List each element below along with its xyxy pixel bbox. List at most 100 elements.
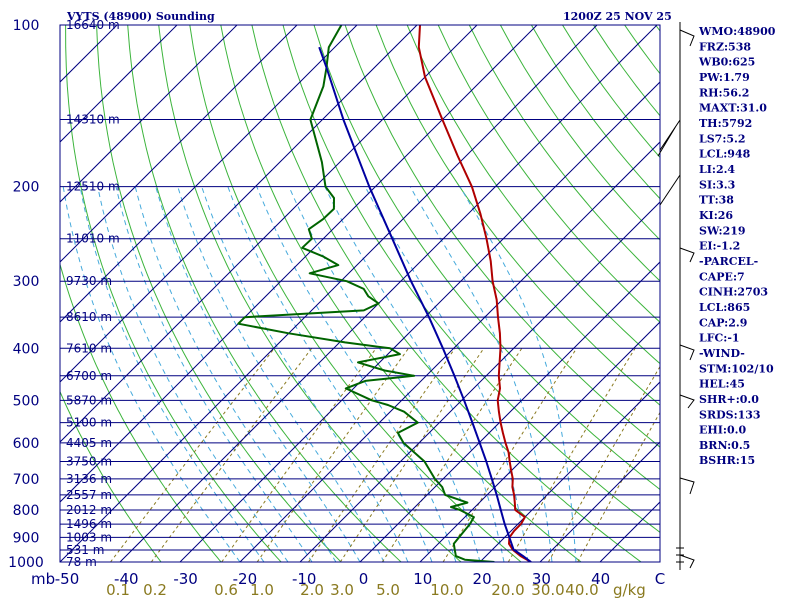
mixing-ratio-tick-label: 3.0 [330, 581, 354, 599]
temperature-tick-label: -10 [292, 570, 317, 588]
sounding-index: TT:38 [699, 194, 734, 207]
dry-adiabat [127, 25, 402, 562]
sounding-index: KI:26 [699, 209, 733, 222]
sounding-index: BSHR:15 [699, 454, 755, 467]
wind-barb [679, 394, 695, 409]
moist-adiabat [324, 186, 505, 562]
sounding-index: PW:1.79 [699, 71, 750, 84]
dry-adiabat [189, 25, 522, 562]
temperature-profile [417, 25, 532, 562]
pressure-tick-label: 600 [13, 436, 40, 452]
isotherm [299, 201, 660, 562]
sounding-index: WMO:48900 [698, 25, 776, 38]
wind-barb [657, 119, 681, 157]
axis-labels: 100 200 300 400 500 600 700 800 900 1000 16640 m 14… [8, 18, 776, 599]
height-label: 11010 m [66, 232, 120, 246]
temperature-tick-label: C [655, 570, 665, 588]
dry-adiabat [96, 25, 342, 562]
height-label: 3750 m [66, 455, 112, 469]
isotherm [60, 25, 418, 383]
dry-adiabat [158, 25, 462, 562]
pressure-tick-label: 300 [13, 274, 40, 290]
height-label: 14310 m [66, 113, 120, 127]
moist-adiabat [134, 186, 337, 562]
chart-title: VYTS (48900) Sounding [66, 10, 215, 23]
moist-adiabat [364, 186, 529, 562]
sounding-index: BRN:0.5 [699, 439, 750, 452]
height-label: 7610 m [66, 341, 112, 355]
mixing-ratio-line [110, 347, 275, 562]
mixing-ratio-tick-label: 0.1 [106, 581, 130, 599]
pressure-tick-label: 1000 [8, 555, 44, 571]
height-label: 531 m [66, 543, 104, 557]
height-label: 78 m [66, 555, 97, 569]
mixing-ratio-tick-label: 0.6 [214, 581, 238, 599]
sounding-index: LS7:5.2 [699, 132, 746, 145]
height-label: 2557 m [66, 488, 112, 502]
pressure-tick-label: 900 [13, 530, 40, 546]
pressure-tick-label: 500 [13, 393, 40, 409]
isotherm [60, 25, 238, 203]
sounding-index: -WIND- [699, 347, 745, 360]
pressure-tick-label: 100 [13, 18, 40, 34]
pressure-tick-label: 800 [13, 503, 40, 519]
moist-adiabat [115, 186, 313, 562]
dewpoint-profile [237, 25, 495, 562]
height-label: 8610 m [66, 310, 112, 324]
sounding-index: RH:56.2 [699, 86, 749, 99]
wind-barb [679, 247, 695, 263]
sounding-index: LFC:-1 [699, 332, 740, 345]
height-label: 5100 m [66, 416, 112, 430]
height-label: 6700 m [66, 369, 112, 383]
mixing-ratio-line [308, 348, 456, 562]
height-label: 9730 m [66, 274, 112, 288]
wind-barb [679, 344, 695, 361]
mixing-ratio-line [150, 347, 313, 562]
temperature-tick-label: -30 [173, 570, 198, 588]
isotherms [60, 25, 660, 562]
mixing-ratio-unit-label: g/kg [613, 581, 646, 599]
pressure-tick-label: 700 [13, 472, 40, 488]
temperature-tick-label: 0 [359, 570, 369, 588]
wind-barb [659, 174, 681, 206]
wind-barb [679, 29, 695, 47]
sounding-index: WB0:625 [698, 56, 755, 69]
pressure-tick-label: 400 [13, 341, 40, 357]
height-label: 16640 m [66, 18, 120, 32]
pressure-tick-label: 200 [13, 180, 40, 196]
sounding-index: MAXT:31.0 [699, 102, 767, 115]
isotherm [60, 25, 178, 143]
temperature-tick-label: -20 [233, 570, 258, 588]
isotherm [119, 25, 658, 562]
parcel-profile [318, 46, 532, 562]
height-label: 1003 m [66, 530, 112, 544]
isotherm [239, 141, 660, 562]
mixing-ratio-line [547, 365, 660, 562]
mixing-ratio-line [256, 348, 409, 562]
wind-barbs [657, 29, 695, 569]
sounding-index: FRZ:538 [699, 40, 751, 53]
mixing-ratio-line [577, 411, 660, 562]
mixing-ratio-tick-label: 20.0 [491, 581, 524, 599]
isotherm [60, 25, 358, 323]
sounding-index: EI:-1.2 [699, 240, 740, 253]
sounding-profiles [237, 25, 532, 562]
sounding-index: LCL:865 [699, 301, 750, 314]
sounding-index: SW:219 [699, 224, 746, 237]
sounding-index: HEL:45 [699, 378, 745, 391]
moist-adiabat [155, 186, 361, 562]
isotherm [60, 25, 478, 443]
sounding-index: CAP:2.9 [699, 316, 747, 329]
height-label: 5870 m [66, 393, 112, 407]
mixing-ratio-tick-label: 5.0 [376, 581, 400, 599]
wind-barb [679, 477, 695, 495]
mixing-ratio-tick-label: 30.0 [531, 581, 564, 599]
temperature-tick-label: -50 [55, 570, 80, 588]
height-label: 12510 m [66, 180, 120, 194]
dry-adiabat [780, 25, 800, 562]
sounding-index: CINH:2703 [699, 286, 768, 299]
sounding-index: STM:102/10 [699, 362, 774, 375]
moist-adiabat [288, 186, 481, 562]
moist-adiabat [177, 186, 385, 562]
sounding-index: SHR+:0.0 [699, 393, 759, 406]
